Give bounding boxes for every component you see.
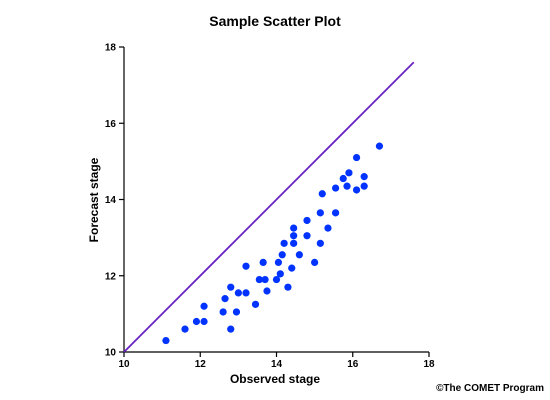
data-point [290, 224, 298, 232]
data-point [375, 142, 384, 150]
data-points [162, 142, 384, 345]
data-point [339, 174, 347, 183]
y-tick-label: 12 [105, 271, 117, 282]
data-point [284, 283, 292, 291]
x-tick-label: 12 [195, 359, 207, 370]
data-point [303, 216, 311, 225]
data-point [192, 317, 201, 326]
data-point [318, 190, 326, 198]
y-tick-label: 10 [105, 348, 117, 359]
data-point [290, 239, 298, 247]
y-tick-label: 18 [105, 43, 117, 54]
y-axis-label: Forecast stage [87, 157, 101, 242]
data-point [276, 270, 284, 278]
data-point [234, 289, 242, 297]
data-point [251, 300, 260, 308]
copyright-credit: ©The COMET Program [436, 383, 544, 394]
data-point [242, 289, 250, 297]
data-point [324, 224, 332, 232]
chart-title: Sample Scatter Plot [209, 13, 341, 29]
data-point [259, 258, 267, 267]
data-point [316, 239, 324, 247]
data-point [263, 287, 271, 295]
data-point [303, 232, 311, 240]
data-point [345, 169, 353, 177]
data-point [221, 295, 229, 303]
data-point [295, 251, 303, 259]
data-point [272, 275, 281, 284]
data-point [227, 325, 235, 333]
data-point [290, 232, 298, 240]
y-tick-label: 14 [105, 195, 117, 206]
data-point [227, 283, 235, 291]
data-point [181, 325, 189, 333]
data-point [200, 302, 208, 310]
data-point [274, 258, 283, 267]
x-tick-label: 16 [347, 359, 359, 370]
data-point [280, 239, 288, 247]
data-point [343, 182, 351, 190]
data-point [162, 336, 170, 345]
x-tick-label: 10 [118, 359, 130, 370]
y-tick-label: 16 [105, 119, 117, 130]
data-point [360, 173, 368, 181]
reference-line-group [123, 61, 415, 353]
data-point [200, 317, 208, 326]
data-point [360, 182, 368, 190]
x-tick-label: 18 [423, 359, 435, 370]
data-point [255, 275, 263, 284]
data-point [242, 262, 250, 270]
data-point [352, 186, 361, 194]
data-point [261, 275, 269, 284]
data-point [352, 153, 361, 162]
data-point [316, 209, 324, 217]
axes: 10 12 14 16 18 10 12 14 16 18 [105, 43, 435, 371]
x-axis-label: Observed stage [230, 372, 320, 386]
data-point [311, 258, 319, 267]
data-point [331, 209, 340, 217]
data-point [278, 251, 286, 259]
x-tick-label: 14 [271, 359, 283, 370]
data-point [232, 308, 241, 316]
one-to-one-line [123, 61, 415, 353]
data-point [288, 264, 296, 272]
data-point [219, 308, 227, 316]
data-point [331, 184, 340, 192]
